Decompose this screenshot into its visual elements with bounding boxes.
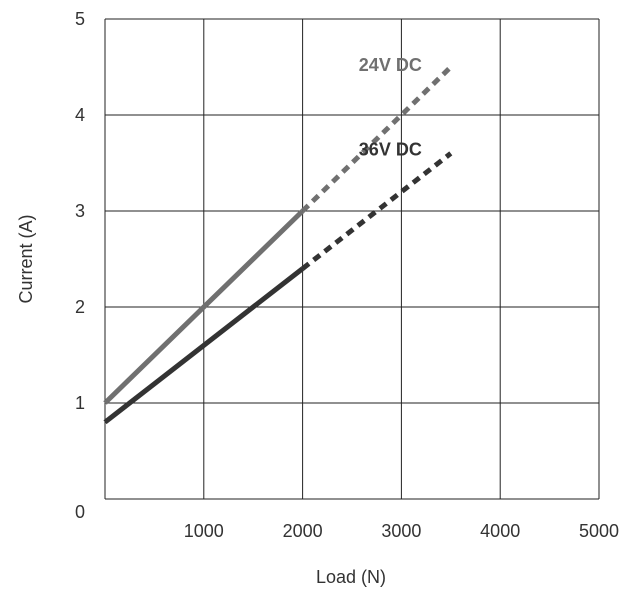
- series-line-dashed: [301, 151, 453, 271]
- x-tick-labels: 1000 2000 3000 4000 5000: [184, 521, 619, 541]
- y-tick-label: 4: [75, 105, 85, 125]
- x-tick-label: 4000: [480, 521, 520, 541]
- y-tick-label: 3: [75, 201, 85, 221]
- y-tick-label: 5: [75, 9, 85, 29]
- x-tick-label: 3000: [381, 521, 421, 541]
- x-tick-label: 2000: [283, 521, 323, 541]
- y-tick-label: 0: [75, 502, 85, 522]
- series-label: 36V DC: [359, 139, 422, 159]
- x-axis-label: Load (N): [316, 567, 386, 587]
- series-line-dashed: [300, 65, 453, 213]
- series-line-solid: [103, 266, 305, 425]
- series-layer: [103, 65, 453, 425]
- series-labels: 24V DC 36V DC: [359, 55, 422, 159]
- y-tick-label: 2: [75, 297, 85, 317]
- series-label: 24V DC: [359, 55, 422, 75]
- x-tick-label: 5000: [579, 521, 619, 541]
- y-axis-label: Current (A): [16, 214, 36, 303]
- grid: [104, 18, 600, 500]
- y-tick-label: 1: [75, 393, 85, 413]
- x-tick-label: 1000: [184, 521, 224, 541]
- series-line-solid: [103, 209, 305, 405]
- y-tick-labels: 0 1 2 3 4 5: [75, 9, 85, 522]
